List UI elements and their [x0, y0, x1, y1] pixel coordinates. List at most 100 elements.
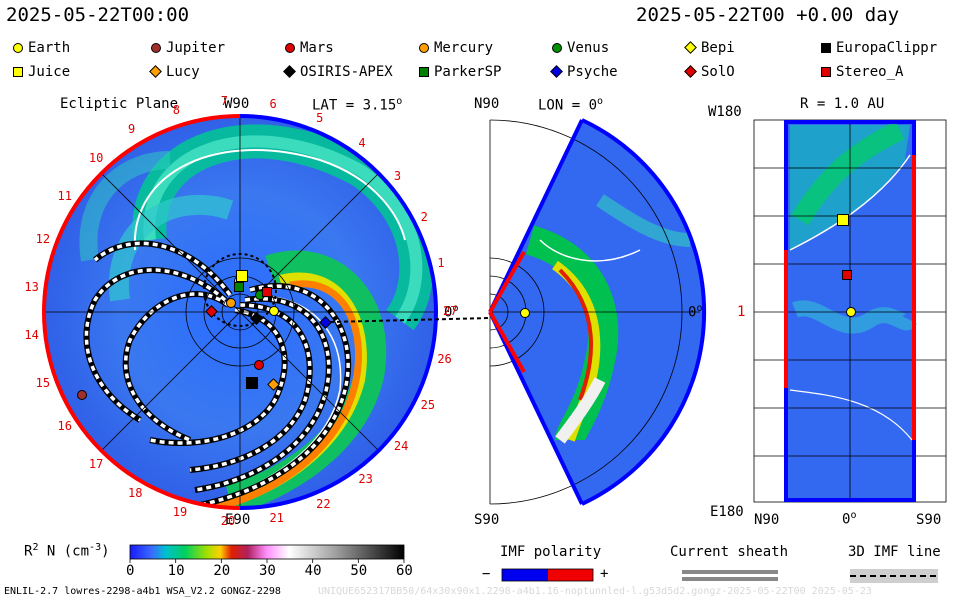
- ecliptic-lat-label: LAT = 3.15o: [312, 96, 403, 114]
- legend-marker: [419, 43, 429, 53]
- legend-marker: [13, 67, 23, 77]
- radial-n90-label: N90: [754, 512, 780, 528]
- legend-marker: [821, 43, 831, 53]
- clock-label: 3: [393, 169, 402, 183]
- juice-marker-radial: [837, 214, 849, 226]
- date-left: 2025-05-22T00:00: [6, 4, 190, 26]
- radial-zero-label: 0o: [842, 510, 857, 528]
- legend-label: SolO: [701, 64, 735, 80]
- clock-label: 18: [128, 485, 143, 500]
- clock-label: 6: [269, 97, 277, 112]
- ecliptic-title: Ecliptic Plane: [60, 96, 179, 112]
- legend-marker: [821, 67, 831, 77]
- clock-label: 14: [24, 328, 39, 343]
- legend-marker: [552, 43, 562, 53]
- imf-polarity-negative: [502, 569, 548, 581]
- colorbar-tick-label: 60: [396, 563, 413, 579]
- current-sheath-title: Current sheath: [670, 544, 789, 560]
- clock-label: 17: [88, 456, 104, 471]
- legend-marker: [13, 43, 23, 53]
- legend-label: Jupiter: [166, 40, 226, 56]
- imf-polarity-minus: −: [482, 566, 491, 582]
- legend-marker: [285, 43, 295, 53]
- imf-line-title: 3D IMF line: [848, 544, 941, 560]
- clock-label: 11: [57, 188, 72, 203]
- mars-marker: [254, 360, 264, 370]
- legend-label: Lucy: [166, 64, 200, 80]
- clock-label: 19: [172, 505, 188, 520]
- colorbar: [129, 544, 405, 560]
- legend-label: Mars: [300, 40, 334, 56]
- earth-marker-radial: [846, 307, 856, 317]
- clock-label: 20: [220, 513, 236, 528]
- colorbar-tick-label: 30: [259, 563, 276, 579]
- clock-label: 25: [420, 398, 436, 413]
- legend-label: Earth: [28, 40, 71, 56]
- ecliptic-zero-label: 0o: [444, 303, 459, 321]
- legend-label: EuropaClippr: [836, 40, 938, 56]
- parker-marker: [234, 282, 244, 292]
- clock-label: 23: [358, 472, 373, 487]
- colorbar-tick-label: 50: [350, 563, 368, 579]
- colorbar-tick-label: 20: [213, 563, 231, 579]
- ecliptic-panel: [42, 114, 491, 510]
- clock-label: 10: [88, 151, 104, 166]
- stereo-a-marker: [262, 287, 272, 297]
- footer-left: ENLIL-2.7 lowres-2298-a4b1 WSA_V2.2 GONG…: [4, 586, 281, 597]
- legend-label: OSIRIS-APEX: [300, 64, 393, 80]
- meridional-bottom-label: S90: [474, 512, 500, 528]
- radial-r-label: R = 1.0 AU: [800, 96, 885, 112]
- radial-s90-label: S90: [916, 512, 942, 528]
- europa-clipper-marker: [246, 377, 258, 389]
- legend-label: Mercury: [434, 40, 494, 56]
- imf-polarity-title: IMF polarity: [500, 544, 602, 560]
- meridional-lon-label: LON = 0o: [538, 96, 604, 114]
- imf-line-swatch: [850, 569, 938, 583]
- clock-label: 16: [57, 419, 72, 434]
- clock-label: 22: [316, 496, 331, 511]
- jupiter-marker: [77, 390, 87, 400]
- clock-label: 13: [24, 279, 39, 294]
- legend-marker: [151, 43, 161, 53]
- radial-top-label: W180: [708, 104, 742, 120]
- legend-label: Juice: [28, 64, 71, 80]
- meridional-right-label: 0o: [688, 303, 703, 321]
- colorbar-tick-label: 0: [126, 563, 135, 579]
- clock-label: 7: [220, 94, 229, 109]
- radial-left-label: 1: [737, 304, 746, 320]
- juice-marker: [236, 270, 248, 282]
- legend-label: Stereo_A: [836, 64, 904, 80]
- clock-label: 24: [393, 438, 409, 453]
- stereo-a-marker-radial: [842, 270, 852, 280]
- legend-label: Bepi: [701, 40, 735, 56]
- colorbar-tick-label: 40: [304, 563, 322, 579]
- radial-panel: [753, 119, 947, 503]
- ecliptic-top-label: W90: [224, 96, 250, 112]
- clock-label: 4: [358, 135, 366, 150]
- radial-bottom-label: E180: [710, 504, 744, 520]
- clock-label: 26: [437, 352, 452, 367]
- clock-label: 1: [437, 255, 445, 270]
- current-sheath-swatch: [682, 570, 778, 581]
- clock-label: 5: [316, 111, 324, 126]
- legend-marker: [419, 67, 429, 77]
- colorbar-label: R2 N (cm-3): [24, 542, 110, 560]
- legend-label: Psyche: [567, 64, 618, 80]
- earth-marker-2: [269, 306, 279, 316]
- earth-marker-meridional: [520, 308, 530, 318]
- mercury-marker: [226, 298, 236, 308]
- clock-label: 15: [35, 375, 51, 390]
- clock-label: 12: [35, 232, 51, 247]
- date-right: 2025-05-22T00 +0.00 day: [636, 4, 900, 26]
- footer-right: UNIQUE652317BB50/64x30x90x1.2298-a4b1.16…: [318, 586, 872, 597]
- legend-label: Venus: [567, 40, 610, 56]
- ecliptic-bottom-label: E90: [225, 512, 251, 528]
- legend-label: ParkerSP: [434, 64, 502, 80]
- meridional-panel: [488, 118, 707, 506]
- clock-label: 21: [269, 510, 284, 525]
- clock-label: 9: [128, 122, 136, 137]
- clock-label: 27: [443, 304, 458, 318]
- imf-polarity-positive: [548, 569, 593, 581]
- meridional-top-label: N90: [474, 96, 500, 112]
